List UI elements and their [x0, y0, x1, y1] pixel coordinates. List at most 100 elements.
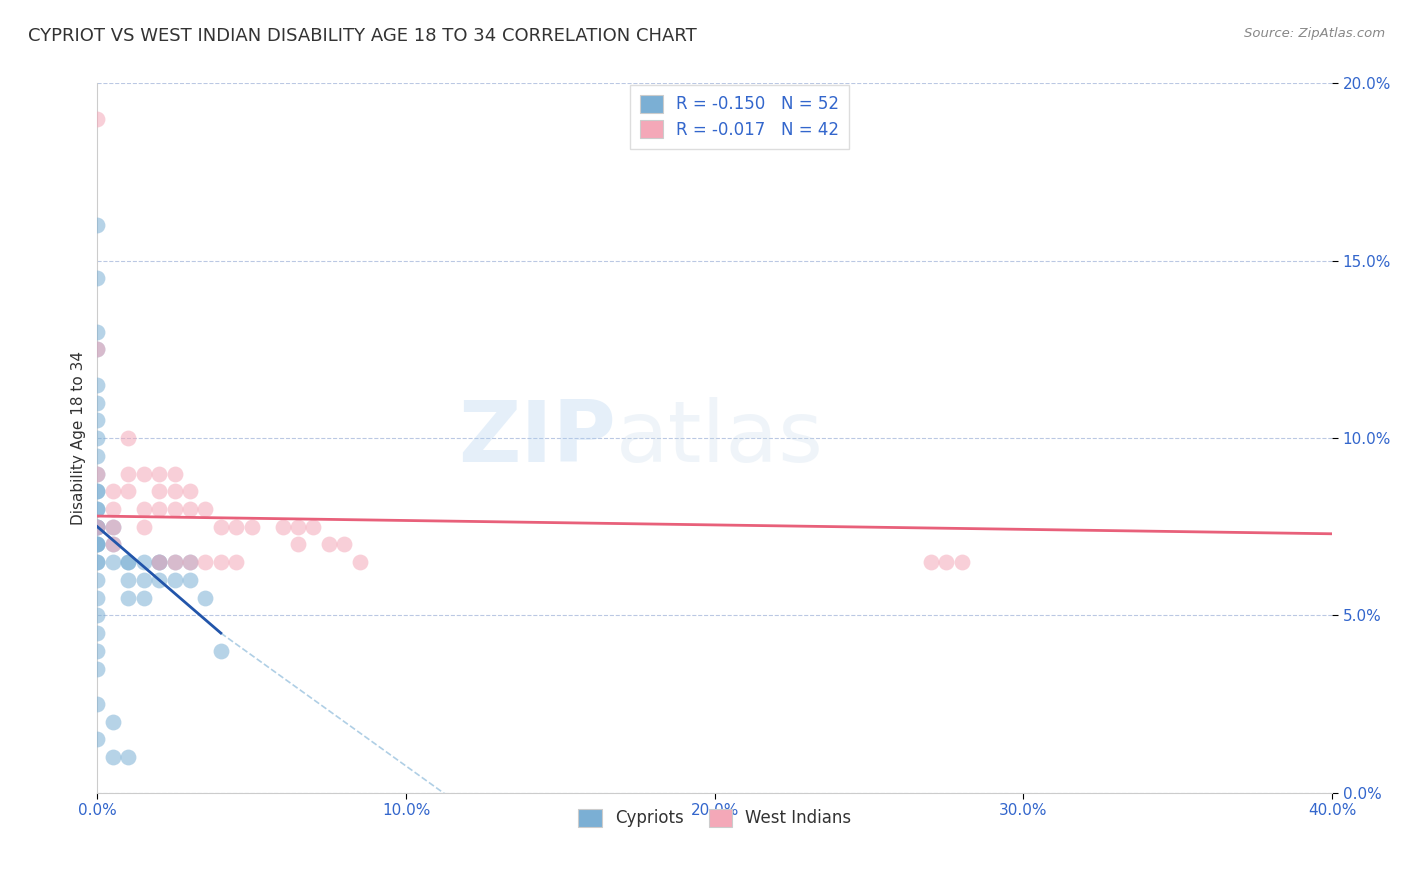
Point	[86, 591, 108, 605]
Point	[935, 555, 957, 569]
Legend: Cypriots, West Indians: Cypriots, West Indians	[571, 802, 858, 834]
Point	[101, 519, 124, 533]
Point	[163, 555, 186, 569]
Point	[194, 555, 217, 569]
Point	[148, 484, 170, 499]
Point	[920, 555, 942, 569]
Point	[86, 449, 108, 463]
Point	[86, 732, 108, 747]
Text: Source: ZipAtlas.com: Source: ZipAtlas.com	[1244, 27, 1385, 40]
Point	[86, 697, 108, 711]
Point	[117, 573, 139, 587]
Point	[117, 431, 139, 445]
Text: ZIP: ZIP	[458, 397, 616, 480]
Point	[86, 555, 108, 569]
Point	[86, 467, 108, 481]
Point	[179, 555, 201, 569]
Point	[86, 467, 108, 481]
Point	[86, 112, 108, 126]
Point	[194, 502, 217, 516]
Point	[950, 555, 973, 569]
Point	[86, 219, 108, 233]
Point	[86, 431, 108, 445]
Point	[287, 537, 309, 551]
Point	[101, 537, 124, 551]
Point	[132, 519, 155, 533]
Point	[86, 519, 108, 533]
Y-axis label: Disability Age 18 to 34: Disability Age 18 to 34	[72, 351, 86, 525]
Point	[225, 519, 247, 533]
Point	[86, 395, 108, 409]
Point	[163, 484, 186, 499]
Point	[179, 502, 201, 516]
Point	[209, 555, 232, 569]
Point	[225, 555, 247, 569]
Point	[101, 555, 124, 569]
Point	[86, 608, 108, 623]
Point	[86, 325, 108, 339]
Point	[163, 502, 186, 516]
Point	[163, 467, 186, 481]
Point	[117, 750, 139, 764]
Point	[86, 537, 108, 551]
Point	[101, 519, 124, 533]
Point	[117, 555, 139, 569]
Point	[194, 591, 217, 605]
Point	[209, 519, 232, 533]
Point	[86, 502, 108, 516]
Point	[86, 377, 108, 392]
Point	[86, 484, 108, 499]
Point	[148, 467, 170, 481]
Point	[349, 555, 371, 569]
Point	[132, 467, 155, 481]
Point	[86, 555, 108, 569]
Point	[86, 626, 108, 640]
Point	[86, 537, 108, 551]
Point	[179, 573, 201, 587]
Point	[86, 502, 108, 516]
Point	[101, 537, 124, 551]
Point	[117, 555, 139, 569]
Point	[86, 519, 108, 533]
Point	[302, 519, 325, 533]
Point	[86, 573, 108, 587]
Point	[148, 555, 170, 569]
Point	[163, 555, 186, 569]
Point	[318, 537, 340, 551]
Point	[101, 750, 124, 764]
Point	[287, 519, 309, 533]
Point	[148, 573, 170, 587]
Point	[209, 644, 232, 658]
Text: CYPRIOT VS WEST INDIAN DISABILITY AGE 18 TO 34 CORRELATION CHART: CYPRIOT VS WEST INDIAN DISABILITY AGE 18…	[28, 27, 697, 45]
Point	[240, 519, 263, 533]
Point	[132, 573, 155, 587]
Point	[333, 537, 356, 551]
Point	[86, 484, 108, 499]
Point	[86, 519, 108, 533]
Point	[148, 502, 170, 516]
Point	[86, 271, 108, 285]
Point	[86, 343, 108, 357]
Text: atlas: atlas	[616, 397, 824, 480]
Point	[101, 484, 124, 499]
Point	[179, 555, 201, 569]
Point	[86, 343, 108, 357]
Point	[117, 484, 139, 499]
Point	[148, 555, 170, 569]
Point	[132, 502, 155, 516]
Point	[163, 573, 186, 587]
Point	[86, 537, 108, 551]
Point	[86, 661, 108, 675]
Point	[101, 714, 124, 729]
Point	[117, 591, 139, 605]
Point	[101, 502, 124, 516]
Point	[86, 519, 108, 533]
Point	[148, 555, 170, 569]
Point	[86, 644, 108, 658]
Point	[86, 413, 108, 427]
Point	[132, 555, 155, 569]
Point	[132, 591, 155, 605]
Point	[117, 467, 139, 481]
Point	[179, 484, 201, 499]
Point	[271, 519, 294, 533]
